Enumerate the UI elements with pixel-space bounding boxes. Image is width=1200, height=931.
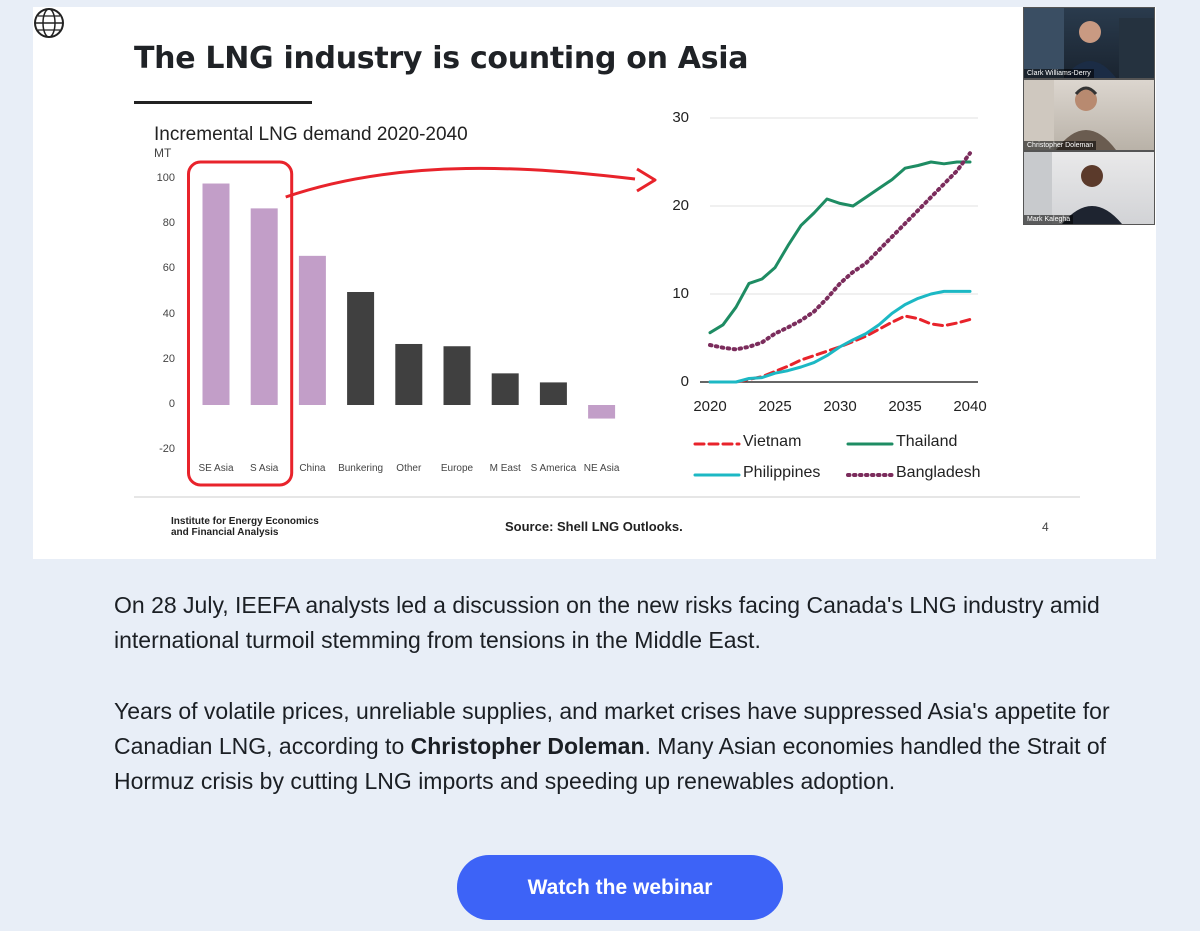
bar-y-tick: 40 [162, 307, 175, 320]
slide-title: The LNG industry is counting on Asia [134, 41, 749, 76]
bar [491, 373, 519, 405]
video-tile-christopher[interactable]: Christopher Doleman [1023, 79, 1155, 151]
paragraph-details: Years of volatile prices, unreliable sup… [114, 694, 1114, 799]
bar [539, 382, 567, 405]
bar-x-label: NE Asia [583, 463, 620, 474]
org-name-line1: Institute for Energy Economics [171, 516, 319, 527]
paragraph-details-end: . Many Asian economies handled the Strai… [114, 733, 1107, 794]
participant-name: Christopher Doleman [1024, 141, 1097, 150]
video-tile-mark[interactable]: Mark Kalegha [1023, 151, 1155, 225]
line-y-tick: 30 [672, 109, 689, 126]
bar-y-tick: 0 [168, 398, 175, 410]
bar-chart-title: Incremental LNG demand 2020-2040 [154, 124, 468, 145]
series-line [708, 289, 972, 384]
legend-label: Bangladesh [896, 464, 981, 481]
line-x-tick: 2030 [823, 398, 857, 415]
bar-y-tick: 80 [162, 217, 175, 230]
bar-x-label: S America [530, 463, 577, 474]
org-name-line2: and Financial Analysis [171, 527, 279, 538]
participant-name: Mark Kalegha [1024, 215, 1074, 224]
speaker-name: Christopher Doleman [410, 733, 645, 759]
bar [250, 208, 278, 405]
bar-x-label: Other [396, 463, 422, 474]
bar-y-tick: 100 [156, 172, 175, 184]
org-name: Institute for Energy Economics and Finan… [171, 516, 319, 538]
globe-icon [34, 8, 64, 38]
legend-label: Thailand [896, 433, 958, 450]
bar-x-label: Bunkering [338, 463, 384, 474]
bar [202, 183, 230, 405]
bar [347, 292, 375, 405]
watch-webinar-button[interactable]: Watch the webinar [457, 855, 783, 920]
bar [395, 343, 423, 405]
line-x-tick: 2035 [888, 398, 922, 415]
participant-avatar [1024, 80, 1116, 150]
line-x-tick: 2025 [758, 398, 792, 415]
bar [588, 405, 616, 419]
bar-x-label: China [299, 463, 326, 474]
bar-y-tick: -20 [159, 443, 175, 456]
legend-label: Philippines [743, 464, 821, 481]
bar-x-label: M East [489, 463, 521, 474]
bar-x-label: Europe [440, 463, 474, 474]
line-y-tick: 10 [672, 285, 689, 302]
chart-canvas [134, 117, 1080, 498]
bar-x-label: SE Asia [198, 463, 234, 474]
bar-chart-unit: MT [154, 146, 172, 160]
bar-y-tick: 20 [162, 352, 175, 365]
bar-x-label: S Asia [250, 463, 279, 474]
video-tile-clark[interactable]: Clark Williams-Derry [1023, 7, 1155, 79]
page-number: 4 [1042, 520, 1049, 534]
bar [298, 255, 326, 405]
title-rule [134, 101, 312, 104]
highlight-box [187, 160, 294, 487]
line-x-tick: 2020 [693, 398, 727, 415]
paragraph-details-start: Years of volatile prices, unreliable sup… [114, 698, 1110, 759]
legend-label: Vietnam [743, 433, 802, 450]
slide: The LNG industry is counting on Asia Inc… [33, 7, 1156, 559]
source-note: Source: Shell LNG Outlooks. [505, 519, 683, 534]
line-y-tick: 20 [672, 197, 689, 214]
series-line [708, 151, 972, 352]
arrow-head [636, 167, 657, 193]
series-line [708, 314, 972, 384]
line-x-tick: 2040 [953, 398, 987, 415]
line-y-tick: 0 [680, 373, 689, 390]
highlight-arrow [285, 166, 636, 199]
bar [443, 346, 471, 405]
participant-avatar [1024, 8, 1154, 78]
participant-name: Clark Williams-Derry [1024, 69, 1094, 78]
paragraph-intro: On 28 July, IEEFA analysts led a discuss… [114, 592, 1100, 653]
participant-avatar [1024, 152, 1122, 224]
series-line [708, 160, 972, 335]
bar-y-tick: 60 [162, 262, 175, 275]
